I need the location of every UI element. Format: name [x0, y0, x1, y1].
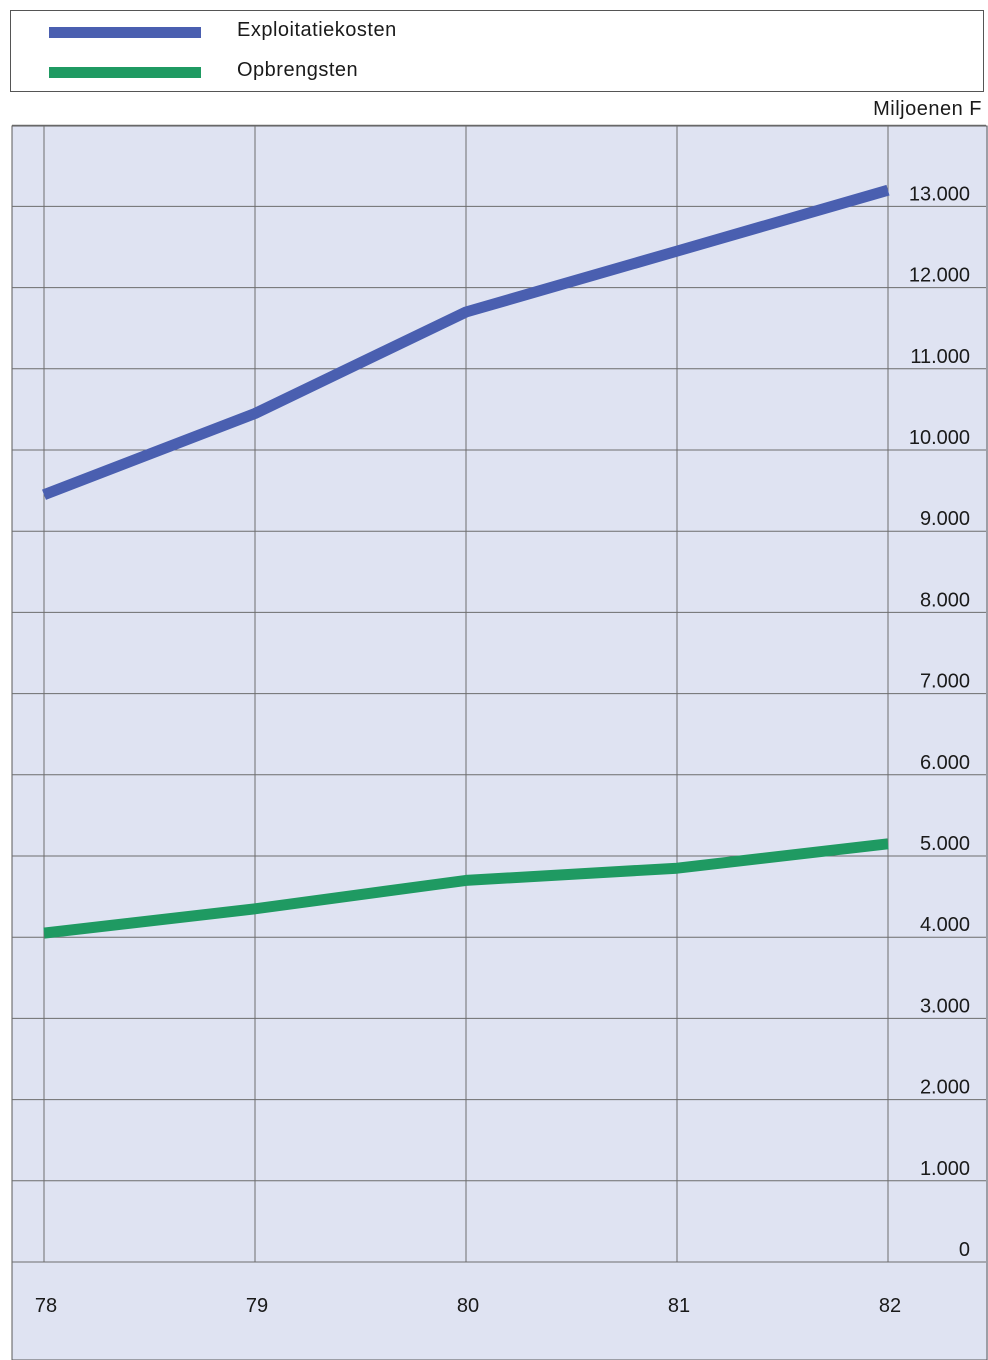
- y-tick-label: 13.000: [909, 183, 970, 205]
- legend-item-opbrengsten: Opbrengsten: [11, 51, 983, 91]
- plot-background: [12, 126, 988, 1360]
- y-tick-label: 12.000: [909, 265, 970, 287]
- y-tick-label: 4.000: [920, 914, 970, 936]
- y-tick-label: 7.000: [920, 671, 970, 693]
- y-tick-label: 0: [959, 1239, 970, 1261]
- y-tick-label: 9.000: [920, 508, 970, 530]
- x-tick-label: 81: [668, 1295, 690, 1317]
- y-tick-label: 10.000: [909, 427, 970, 449]
- y-tick-label: 5.000: [920, 833, 970, 855]
- y-tick-label: 2.000: [920, 1077, 970, 1099]
- x-tick-label: 80: [457, 1295, 479, 1317]
- legend-label-exploitatiekosten: Exploitatiekosten: [237, 19, 397, 41]
- legend-swatch-exploitatiekosten: [49, 27, 201, 38]
- legend-label-opbrengsten: Opbrengsten: [237, 59, 359, 81]
- y-tick-label: 11.000: [910, 346, 970, 368]
- y-axis-unit-label: Miljoenen F: [873, 98, 982, 120]
- y-tick-label: 6.000: [920, 752, 970, 774]
- x-tick-label: 82: [879, 1295, 901, 1317]
- plot-frame: [11, 125, 988, 1360]
- chart-legend: Exploitatiekosten Opbrengsten: [10, 10, 984, 92]
- legend-item-exploitatiekosten: Exploitatiekosten: [11, 11, 983, 51]
- x-tick-label: 79: [246, 1295, 268, 1317]
- y-tick-label: 1.000: [920, 1158, 970, 1180]
- y-tick-label: 3.000: [920, 995, 970, 1017]
- x-tick-label: 78: [35, 1295, 57, 1317]
- legend-swatch-opbrengsten: [49, 67, 201, 78]
- y-tick-label: 8.000: [920, 589, 970, 611]
